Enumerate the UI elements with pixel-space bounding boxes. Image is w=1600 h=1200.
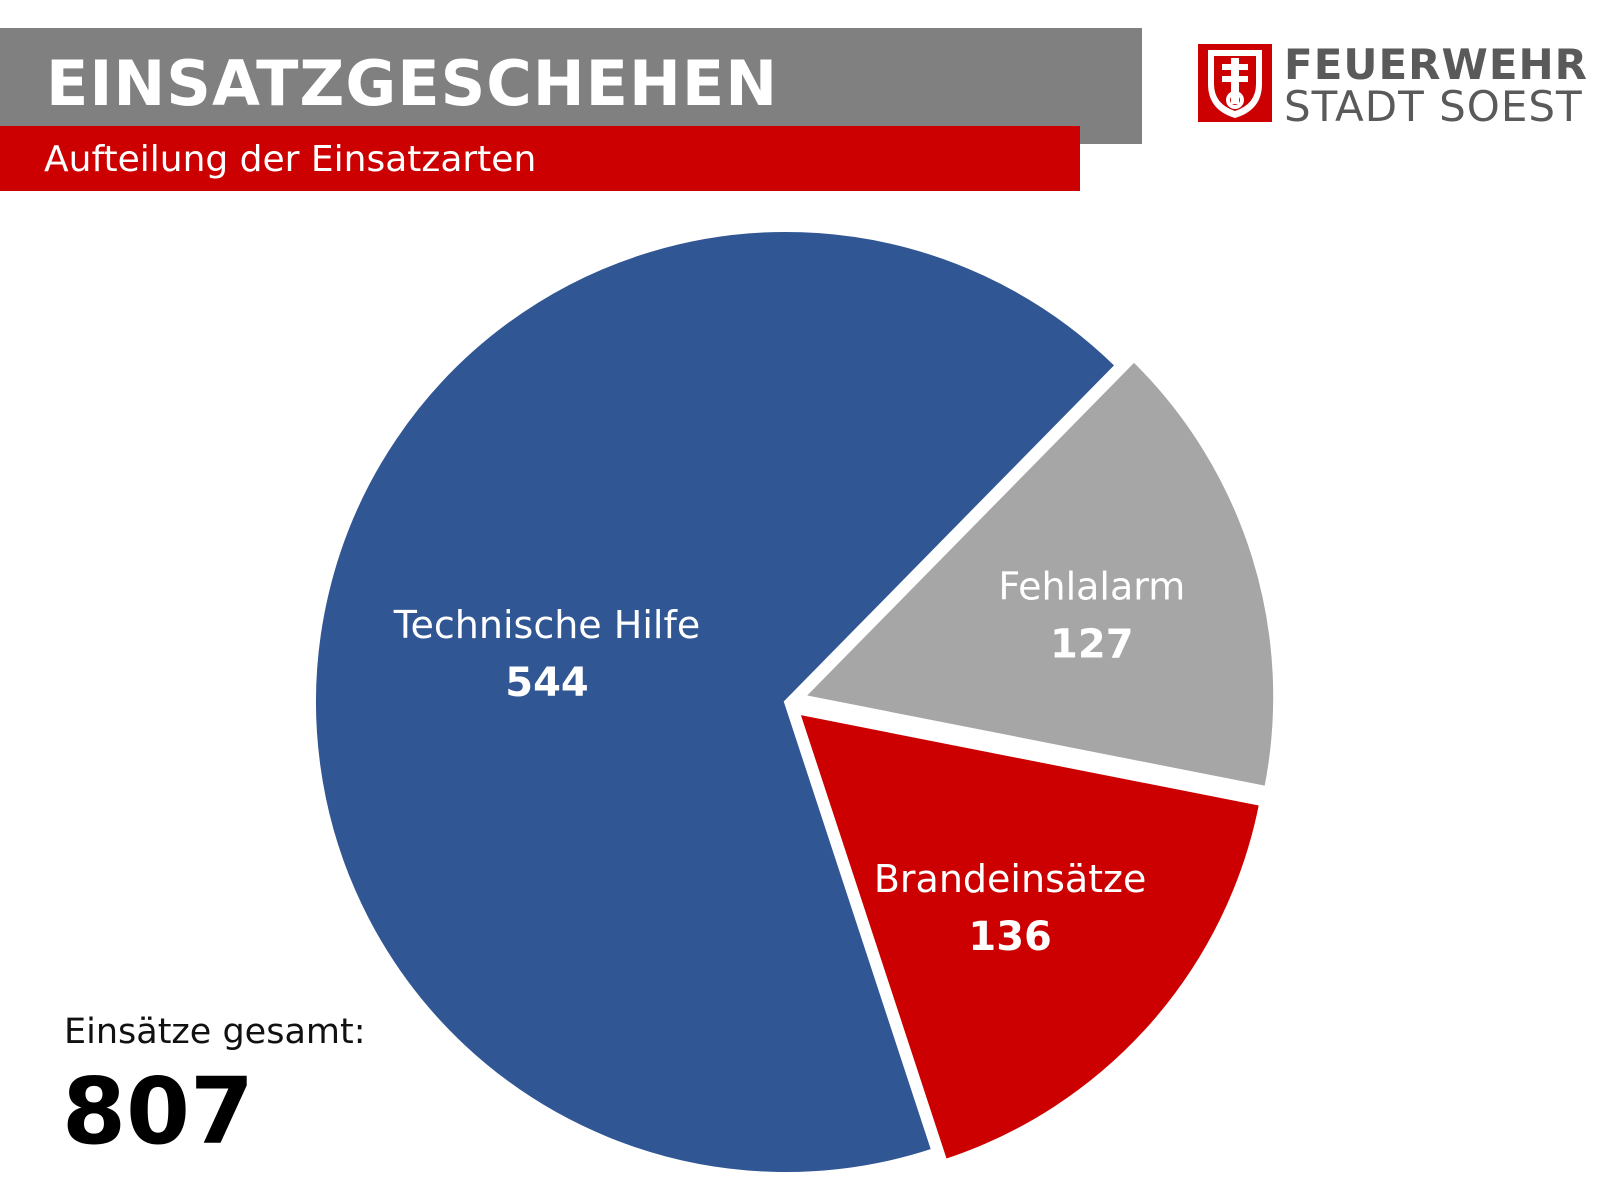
total-label: Einsätze gesamt: (64, 1012, 366, 1052)
page-title: EINSATZGESCHEHEN (46, 47, 779, 120)
slice-value-technische-hilfe: 544 (505, 660, 589, 706)
logo-text-line2: STADT SOEST (1284, 82, 1583, 131)
logo-text-line1: FEUERWEHR (1284, 40, 1589, 89)
slice-label-brandeinsatze: Brandeinsätze (874, 857, 1147, 901)
subtitle-bar (0, 126, 1080, 191)
slice-label-technische-hilfe: Technische Hilfe (393, 603, 700, 647)
pie-slice-fehlalarm (799, 357, 1278, 791)
total-value: 807 (62, 1058, 255, 1165)
slice-value-fehlalarm: 127 (1050, 621, 1134, 667)
slice-label-fehlalarm: Fehlalarm (998, 564, 1185, 608)
page-subtitle: Aufteilung der Einsatzarten (44, 139, 537, 180)
coat-of-arms-key-icon (1198, 44, 1272, 122)
pie-slice-brandeinsatze (795, 709, 1264, 1164)
title-bar (0, 28, 1142, 144)
slice-value-brandeinsatze: 136 (968, 914, 1052, 960)
pie-slice-technische-hilfe (312, 228, 1120, 1176)
